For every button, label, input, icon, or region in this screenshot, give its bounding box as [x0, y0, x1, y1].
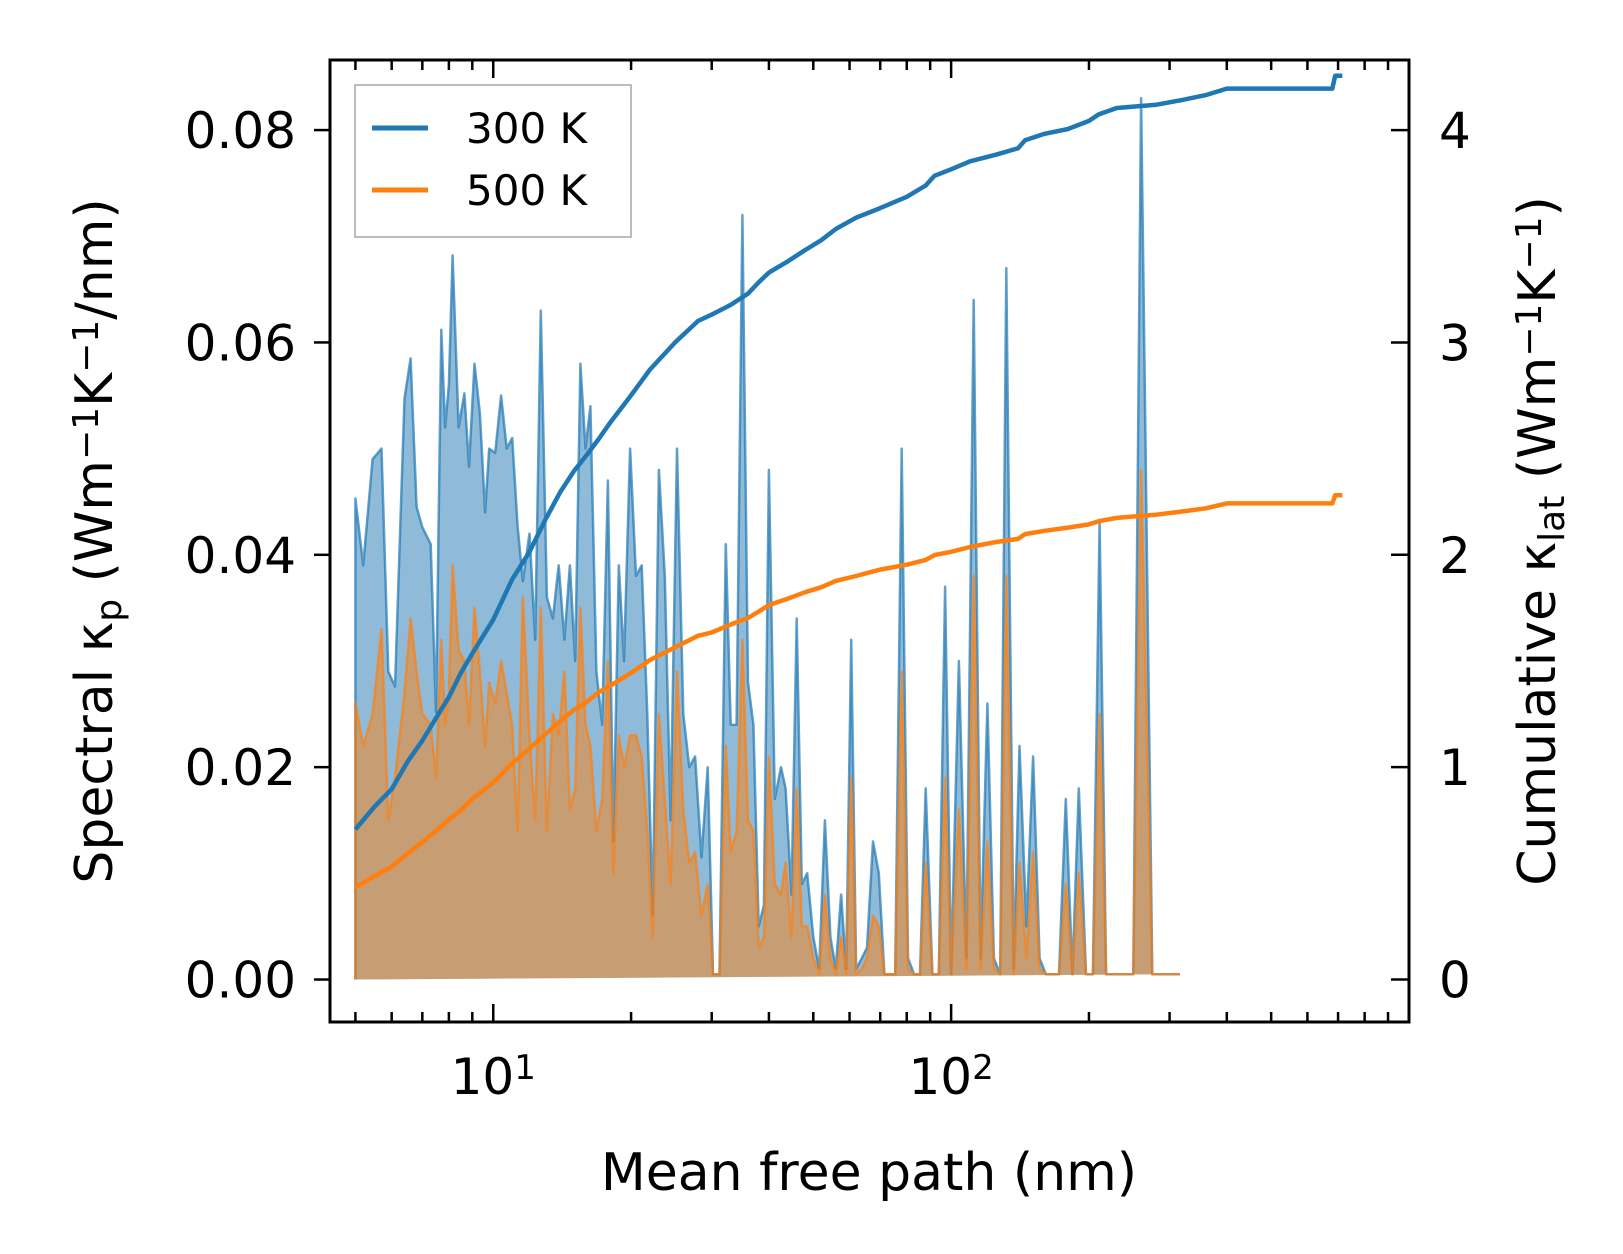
legend-500k-label: 500 K	[466, 166, 589, 215]
x-tick-label: 102	[908, 1048, 993, 1106]
x-tick-label: 101	[451, 1048, 536, 1106]
y-axis-right-label: Cumulative κlat (Wm−1K−1)	[1508, 196, 1573, 886]
y-right-tick-label: 4	[1439, 102, 1471, 160]
plot-frame	[328, 58, 1411, 1024]
cumulative-300k-line	[353, 73, 1343, 831]
legend-300k-label: 300 K	[466, 104, 589, 153]
spectral-500k-line	[354, 468, 1180, 980]
y-axis-right-ticks: 0 1 2 3 4	[1391, 102, 1471, 1010]
y-left-tick-label: 0.02	[185, 739, 296, 797]
y-right-tick-label: 3	[1439, 314, 1471, 372]
legend: 300 K 500 K	[354, 84, 632, 238]
y-left-tick-label: 0.00	[185, 952, 296, 1010]
y-left-tick-label: 0.08	[185, 102, 296, 160]
y-right-tick-label: 1	[1439, 739, 1471, 797]
x-axis-ticks: 101 102	[354, 60, 1411, 1106]
y-axis-left-ticks: 0.00 0.02 0.04 0.06 0.08	[185, 102, 330, 1010]
y-left-tick-label: 0.04	[185, 527, 296, 585]
cumulative-lines	[353, 73, 1343, 890]
cumulative-500k-line	[354, 493, 1343, 890]
spectral-300k-line	[354, 96, 1180, 980]
spectral-lines	[354, 96, 1180, 980]
y-left-tick-label: 0.06	[185, 314, 296, 372]
legend-box	[354, 84, 632, 238]
x-axis-label: Mean free path (nm)	[601, 1143, 1137, 1203]
y-right-tick-label: 0	[1439, 952, 1471, 1010]
y-right-tick-label: 2	[1439, 527, 1471, 585]
y-axis-left-label: Spectral κp (Wm−1K−1/nm)	[65, 198, 130, 883]
